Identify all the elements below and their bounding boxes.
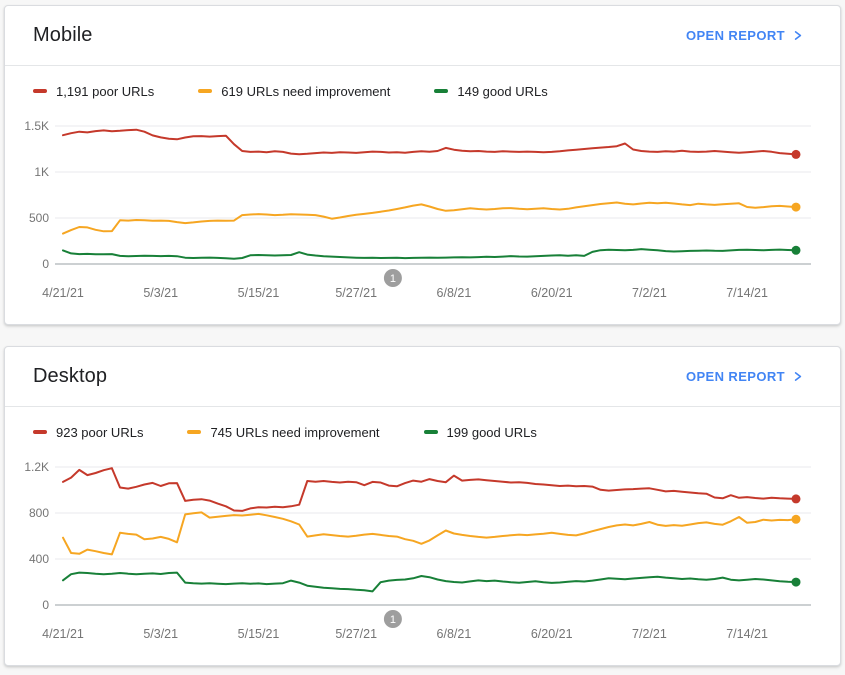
svg-text:1: 1: [390, 614, 396, 626]
y-axis-tick-label: 400: [29, 552, 49, 566]
panel-header: Mobile OPEN REPORT: [5, 6, 840, 65]
chevron-right-icon: [794, 31, 802, 40]
svg-text:1: 1: [390, 273, 396, 285]
open-report-link-mobile[interactable]: OPEN REPORT: [686, 28, 802, 43]
series-end-dot-poor[interactable]: [791, 149, 801, 159]
good-series-chip: [434, 89, 449, 93]
series-line-needs-improvement[interactable]: [62, 511, 797, 556]
legend-item-good[interactable]: 149 good URLs: [434, 83, 548, 99]
open-report-link-desktop[interactable]: OPEN REPORT: [686, 369, 802, 384]
x-axis-tick-label: 7/14/21: [726, 286, 768, 300]
chevron-right-icon: [794, 372, 802, 381]
legend-label: 619 URLs need improvement: [221, 83, 391, 99]
legend-label: 745 URLs need improvement: [210, 424, 380, 440]
y-axis-tick-label: 500: [29, 211, 49, 225]
series-end-dot-needs-improvement[interactable]: [791, 202, 801, 212]
y-axis-tick-label: 1.5K: [24, 119, 49, 133]
needs-improvement-series-chip: [187, 430, 202, 434]
core-web-vitals-dashboard: Mobile OPEN REPORT 1,191 poor URLs 619 U…: [4, 5, 841, 666]
legend-item-poor[interactable]: 923 poor URLs: [33, 425, 143, 440]
panel-header: Desktop OPEN REPORT: [5, 347, 840, 406]
series-line-needs-improvement[interactable]: [62, 201, 797, 235]
x-axis-tick-label: 7/14/21: [726, 627, 768, 641]
legend-label: 923 poor URLs: [56, 424, 144, 440]
series-line-poor[interactable]: [62, 128, 797, 156]
y-axis-tick-label: 0: [42, 598, 49, 612]
x-axis-tick-label: 5/15/21: [238, 286, 280, 300]
legend-item-needs-improvement[interactable]: 745 URLs need improvement: [187, 424, 380, 440]
poor-series-chip: [33, 89, 47, 93]
legend-label: 1,191 poor URLs: [56, 83, 155, 99]
chart-area: 0 500 1K 1.5K 4/21/21 5/3/21 5/15/21 5/27/21 6/8…: [5, 116, 840, 316]
series-line-poor[interactable]: [62, 467, 797, 512]
desktop-panel: Desktop OPEN REPORT 923 poor URLs 745 UR…: [4, 346, 841, 666]
series-end-dot-good[interactable]: [791, 577, 801, 587]
chart-legend-desktop: 923 poor URLs 745 URLs need improvement …: [5, 407, 840, 457]
poor-series-chip: [33, 430, 47, 434]
series-line-good[interactable]: [62, 571, 797, 593]
x-axis-tick-label: 5/27/21: [335, 286, 377, 300]
legend-item-poor[interactable]: 1,191 poor URLs: [33, 84, 154, 99]
x-axis-tick-label: 6/20/21: [531, 627, 573, 641]
x-axis-tick-label: 4/21/21: [42, 286, 84, 300]
series-line-good[interactable]: [62, 248, 797, 260]
series-end-dot-needs-improvement[interactable]: [791, 514, 801, 524]
open-report-label: OPEN REPORT: [685, 28, 785, 43]
desktop-trend-chart[interactable]: 0 400 800 1.2K 4/21/21 5/3/21 5/15/21 5/27/21 6/…: [5, 457, 840, 657]
legend-label: 199 good URLs: [446, 424, 537, 440]
needs-improvement-series-chip: [198, 89, 213, 93]
y-axis-tick-label: 0: [42, 257, 49, 271]
x-axis-tick-label: 7/2/21: [632, 627, 667, 641]
panel-title-desktop: Desktop: [33, 365, 108, 387]
header-divider: [5, 406, 840, 407]
x-axis-tick-label: 7/2/21: [632, 286, 667, 300]
x-axis-tick-label: 5/3/21: [143, 627, 178, 641]
x-axis-tick-label: 6/8/21: [437, 286, 472, 300]
y-axis-tick-label: 1.2K: [24, 460, 49, 474]
mobile-trend-chart[interactable]: 0 500 1K 1.5K 4/21/21 5/3/21 5/15/21 5/27/21 6/8…: [5, 116, 840, 316]
chart-area: 0 400 800 1.2K 4/21/21 5/3/21 5/15/21 5/27/21 6/…: [5, 457, 840, 657]
chart-legend-mobile: 1,191 poor URLs 619 URLs need improvemen…: [5, 66, 840, 116]
annotation-marker-1[interactable]: 1: [383, 610, 402, 628]
panel-title-mobile: Mobile: [33, 24, 93, 46]
x-axis-tick-label: 5/3/21: [143, 286, 178, 300]
annotation-marker-1[interactable]: 1: [383, 269, 402, 287]
legend-item-good[interactable]: 199 good URLs: [423, 424, 537, 440]
header-divider: [5, 65, 840, 66]
x-axis-tick-label: 5/27/21: [335, 627, 377, 641]
good-series-chip: [423, 430, 438, 434]
x-axis-tick-label: 5/15/21: [238, 627, 280, 641]
y-axis-tick-label: 1K: [34, 165, 49, 179]
x-axis-tick-label: 4/21/21: [42, 627, 84, 641]
open-report-label: OPEN REPORT: [685, 369, 785, 384]
mobile-panel: Mobile OPEN REPORT 1,191 poor URLs 619 U…: [4, 5, 841, 325]
x-axis-tick-label: 6/20/21: [531, 286, 573, 300]
legend-label: 149 good URLs: [457, 83, 548, 99]
series-end-dot-poor[interactable]: [791, 494, 801, 504]
legend-item-needs-improvement[interactable]: 619 URLs need improvement: [198, 84, 390, 99]
x-axis-tick-label: 6/8/21: [437, 627, 472, 641]
y-axis-tick-label: 800: [29, 506, 49, 520]
series-end-dot-good[interactable]: [791, 245, 801, 255]
